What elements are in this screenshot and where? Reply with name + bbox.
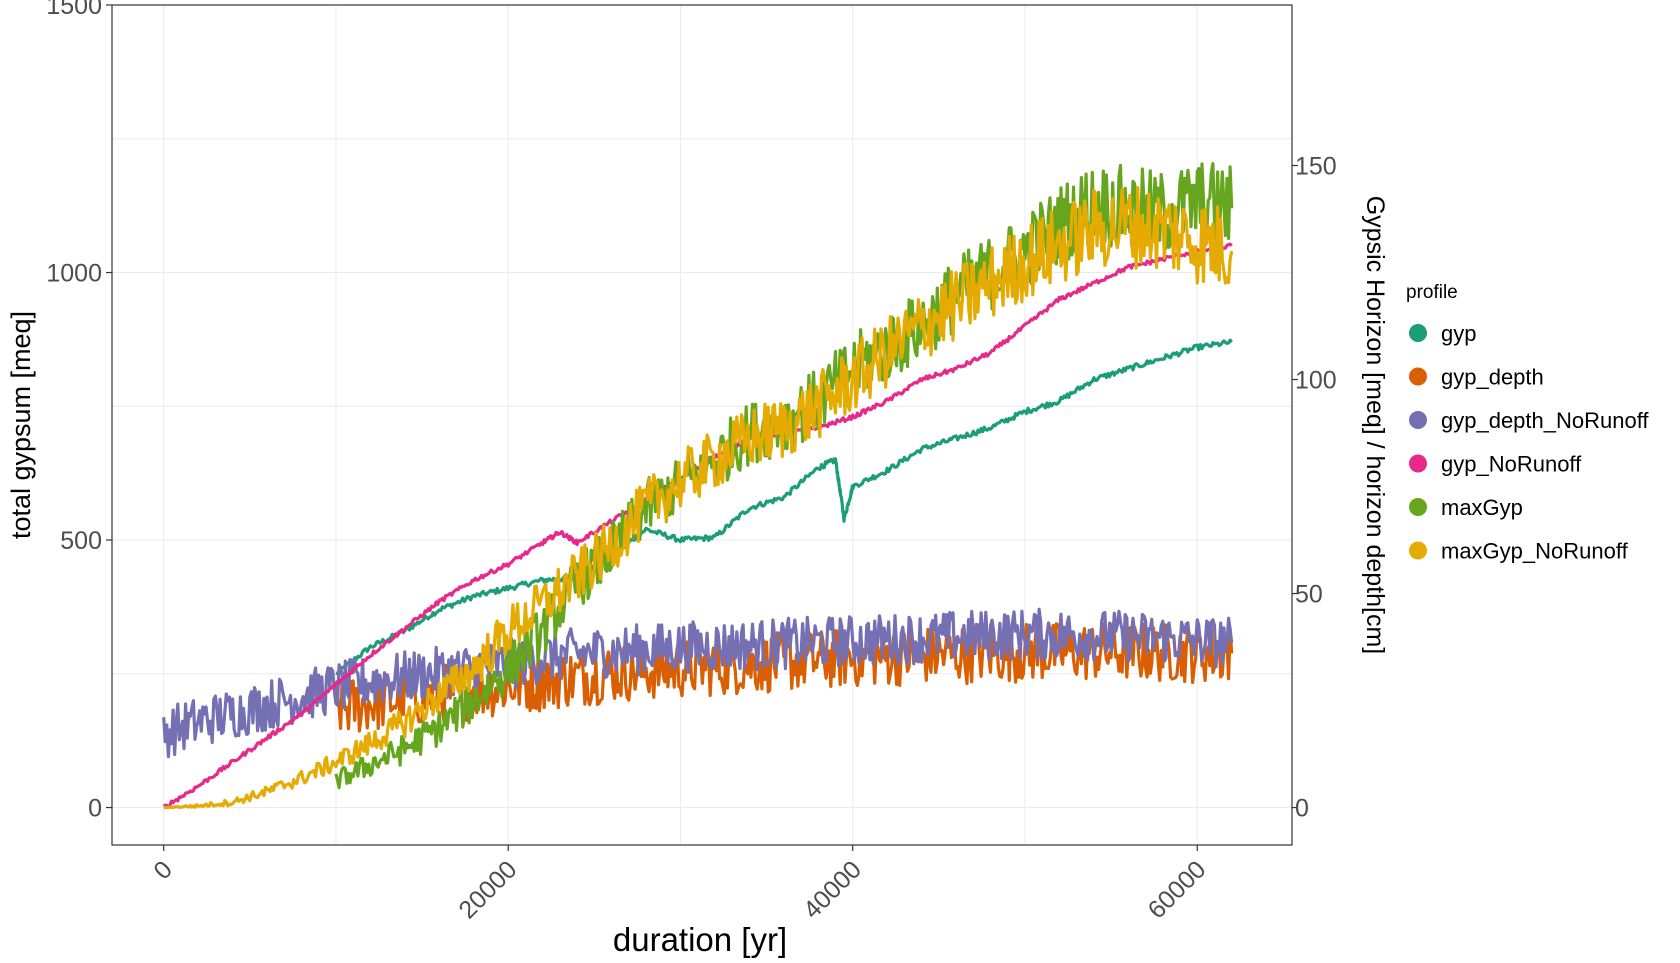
series-layer bbox=[162, 162, 1234, 810]
x-tick-label: 40000 bbox=[798, 855, 867, 924]
legend-key-maxGyp_NoRunoff bbox=[1409, 541, 1427, 560]
y2-axis-title: Gypsic Horizon [meq] / horizon depth[cm] bbox=[1361, 196, 1389, 655]
series-line-gyp_depth_NoRunoff bbox=[162, 607, 1234, 759]
x-axis-title: duration [yr] bbox=[613, 921, 787, 958]
y-tick-label: 1000 bbox=[46, 260, 102, 288]
legend-label-gyp: gyp bbox=[1441, 321, 1476, 346]
legend-label-maxGyp_NoRunoff: maxGyp_NoRunoff bbox=[1441, 539, 1629, 564]
legend-label-gyp_NoRunoff: gyp_NoRunoff bbox=[1441, 452, 1582, 477]
y-axis-title: total gypsum [meq] bbox=[6, 311, 36, 539]
y2-tick-label: 100 bbox=[1295, 367, 1337, 395]
legend-title: profile bbox=[1406, 282, 1458, 303]
y-tick-label: 1500 bbox=[46, 0, 102, 20]
y2-tick-label: 50 bbox=[1295, 581, 1323, 609]
y-tick-label: 500 bbox=[60, 527, 102, 555]
series-line-gyp_NoRunoff bbox=[162, 242, 1233, 809]
plot-panel-border bbox=[111, 4, 1293, 846]
legend-key-gyp_depth_NoRunoff bbox=[1409, 411, 1427, 429]
series-line-gyp bbox=[335, 338, 1233, 676]
legend-label-gyp_depth: gyp_depth bbox=[1441, 365, 1544, 390]
y-tick-label: 0 bbox=[88, 795, 102, 823]
legend-label-gyp_depth_NoRunoff: gyp_depth_NoRunoff bbox=[1441, 408, 1649, 433]
legend-key-gyp_depth bbox=[1409, 367, 1427, 386]
y2-tick-label: 150 bbox=[1295, 153, 1337, 181]
x-tick-label: 0 bbox=[148, 855, 178, 885]
legend: profile gyp gyp_depth gyp_depth_NoRunoffgy… bbox=[1406, 282, 1649, 564]
legend-key-maxGyp bbox=[1409, 498, 1427, 516]
x-tick-label: 60000 bbox=[1143, 855, 1212, 924]
y2-tick-label: 0 bbox=[1295, 795, 1309, 823]
grid-lines bbox=[112, 4, 1292, 845]
legend-key-gyp bbox=[1409, 324, 1427, 342]
legend-label-maxGyp: maxGyp bbox=[1441, 495, 1523, 520]
x-tick-label: 20000 bbox=[453, 855, 522, 924]
legend-key-gyp_NoRunoff bbox=[1409, 454, 1427, 473]
series-line-maxGyp_NoRunoff bbox=[163, 186, 1234, 810]
